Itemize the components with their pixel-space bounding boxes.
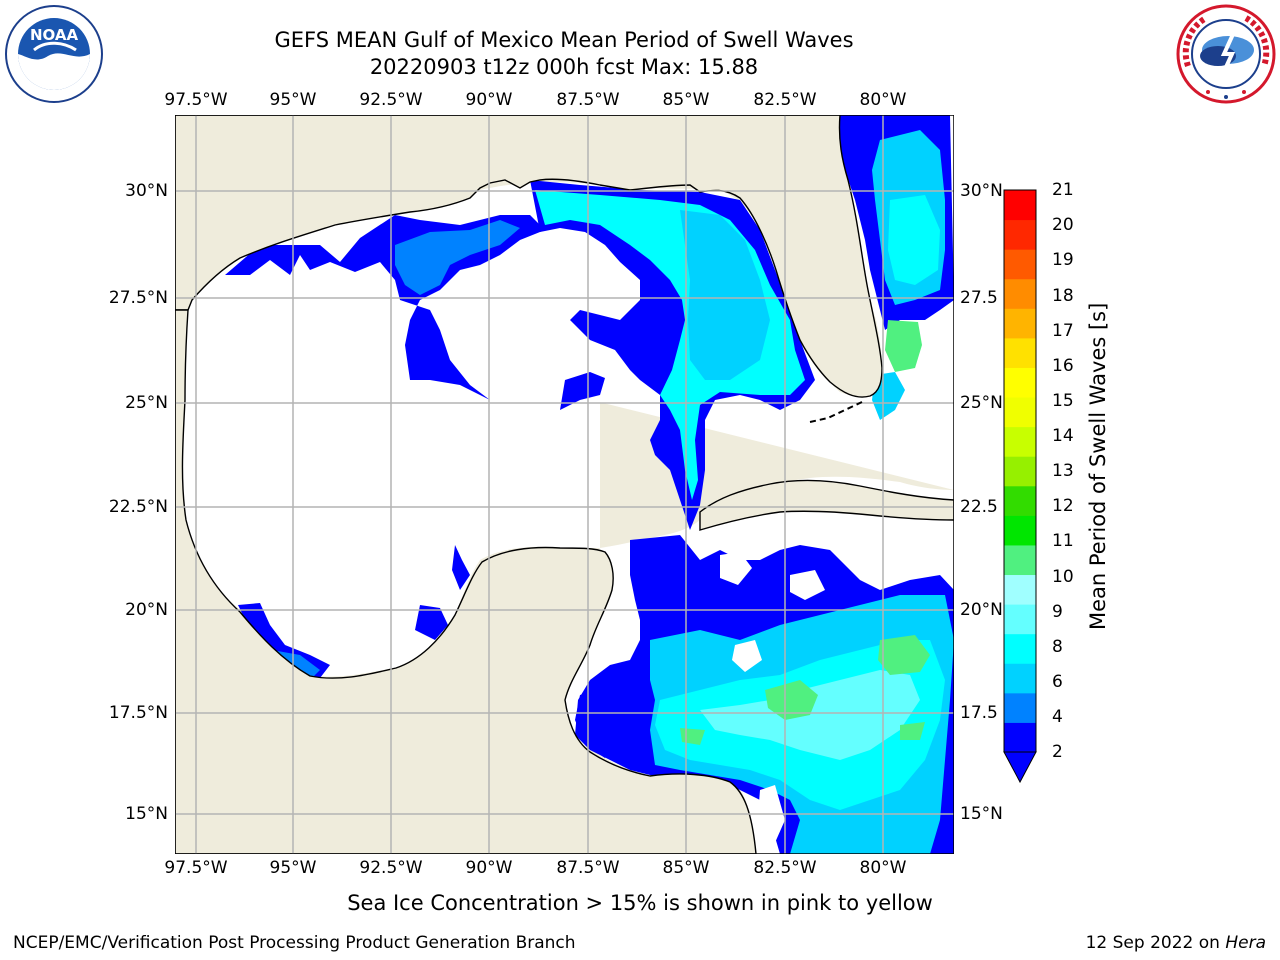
- lat-label-right: 17.5: [960, 703, 998, 723]
- colorbar-band: [1004, 190, 1036, 221]
- lat-label-left: 25°N: [125, 393, 168, 413]
- lon-label-top: 92.5°W: [359, 90, 423, 110]
- lon-label-top: 97.5°W: [164, 90, 228, 110]
- lon-label-bottom: 87.5°W: [556, 858, 620, 878]
- lat-label-left: 20°N: [125, 600, 168, 620]
- colorbar-extend-triangle: [1003, 751, 1037, 784]
- lon-label-bottom: 80°W: [859, 858, 907, 878]
- colorbar-band: [1004, 219, 1036, 250]
- colorbar-tick: 8: [1052, 637, 1063, 657]
- footer-credit: NCEP/EMC/Verification Post Processing Pr…: [13, 933, 576, 953]
- colorbar: [1003, 189, 1037, 784]
- noaa-logo: NOAA: [4, 4, 104, 104]
- lon-label-bottom: 97.5°W: [164, 858, 228, 878]
- lat-label-right: 25°N: [960, 393, 1003, 413]
- colorbar-band: [1004, 367, 1036, 398]
- lat-label-right: 15°N: [960, 804, 1003, 824]
- colorbar-tick: 10: [1052, 567, 1074, 587]
- lat-label-right: 20°N: [960, 600, 1003, 620]
- mexico-coast: [175, 309, 757, 854]
- swell-period-map: [175, 115, 954, 854]
- lon-label-top: 90°W: [465, 90, 513, 110]
- colorbar-label: Mean Period of Swell Waves [s]: [1086, 302, 1110, 630]
- colorbar-band: [1004, 249, 1036, 280]
- lon-label-top: 85°W: [662, 90, 710, 110]
- lon-label-top: 82.5°W: [753, 90, 817, 110]
- land-masses: [175, 115, 954, 854]
- lon-label-bottom: 95°W: [269, 858, 317, 878]
- lat-label-right: 27.5: [960, 288, 998, 308]
- colorbar-band: [1004, 663, 1036, 694]
- colorbar-band: [1004, 278, 1036, 309]
- sea-ice-note: Sea Ice Concentration > 15% is shown in …: [347, 891, 933, 915]
- colorbar-tick: 15: [1052, 391, 1074, 411]
- colorbar-tick: 12: [1052, 496, 1074, 516]
- us-gulf-coast: [175, 115, 883, 398]
- colorbar-bands: [1004, 190, 1036, 753]
- footer-machine: Hera: [1225, 933, 1266, 953]
- lat-label-right: 22.5: [960, 497, 998, 517]
- colorbar-band: [1004, 308, 1036, 339]
- colorbar-band: [1004, 337, 1036, 368]
- lat-label-right: 30°N: [960, 181, 1003, 201]
- lat-label-left: 15°N: [125, 804, 168, 824]
- colorbar-tick: 16: [1052, 356, 1074, 376]
- colorbar-tick: 13: [1052, 461, 1074, 481]
- colorbar-band: [1004, 515, 1036, 546]
- lon-label-top: 87.5°W: [556, 90, 620, 110]
- footer-date-text: 12 Sep 2022 on: [1085, 933, 1220, 953]
- lon-label-top: 80°W: [859, 90, 907, 110]
- colorbar-tick: 18: [1052, 286, 1074, 306]
- chart-title: GEFS MEAN Gulf of Mexico Mean Period of …: [274, 28, 854, 52]
- lat-label-left: 22.5°N: [108, 497, 168, 517]
- lat-label-left: 30°N: [125, 181, 168, 201]
- lon-label-bottom: 85°W: [662, 858, 710, 878]
- footer-date: 12 Sep 2022 on Hera: [1086, 933, 1266, 953]
- colorbar-band: [1004, 456, 1036, 487]
- lon-label-bottom: 82.5°W: [753, 858, 817, 878]
- colorbar-band: [1004, 544, 1036, 576]
- colorbar-band: [1004, 722, 1036, 753]
- colorbar-tick: 14: [1052, 426, 1074, 446]
- colorbar-band: [1004, 426, 1036, 457]
- colorbar-band: [1004, 574, 1036, 605]
- lon-label-top: 95°W: [269, 90, 317, 110]
- colorbar-tick: 9: [1052, 602, 1063, 622]
- colorbar-tick: 19: [1052, 250, 1074, 270]
- chart-subtitle: 20220903 t12z 000h fcst Max: 15.88: [369, 55, 759, 79]
- colorbar-band: [1004, 604, 1036, 635]
- colorbar-tick: 4: [1052, 707, 1063, 727]
- colorbar-band: [1004, 485, 1036, 516]
- graticule: [175, 115, 954, 854]
- colorbar-tick: 17: [1052, 321, 1074, 341]
- colorbar-frame: [1003, 189, 1037, 753]
- colorbar-band: [1004, 692, 1036, 723]
- colorbar-tick: 11: [1052, 531, 1074, 551]
- colorbar-tick: 2: [1052, 742, 1063, 762]
- colorbar-band: [1004, 397, 1036, 428]
- colorbar-tick: 6: [1052, 672, 1063, 692]
- lon-label-bottom: 92.5°W: [359, 858, 423, 878]
- lat-label-left: 27.5°N: [108, 288, 168, 308]
- nws-logo: [1176, 4, 1276, 104]
- noaa-logo-text: NOAA: [30, 26, 79, 44]
- colorbar-tick: 20: [1052, 215, 1074, 235]
- colorbar-tick: 21: [1052, 180, 1074, 200]
- lat-label-left: 17.5°N: [108, 703, 168, 723]
- colorbar-band: [1004, 633, 1036, 664]
- lon-label-bottom: 90°W: [465, 858, 513, 878]
